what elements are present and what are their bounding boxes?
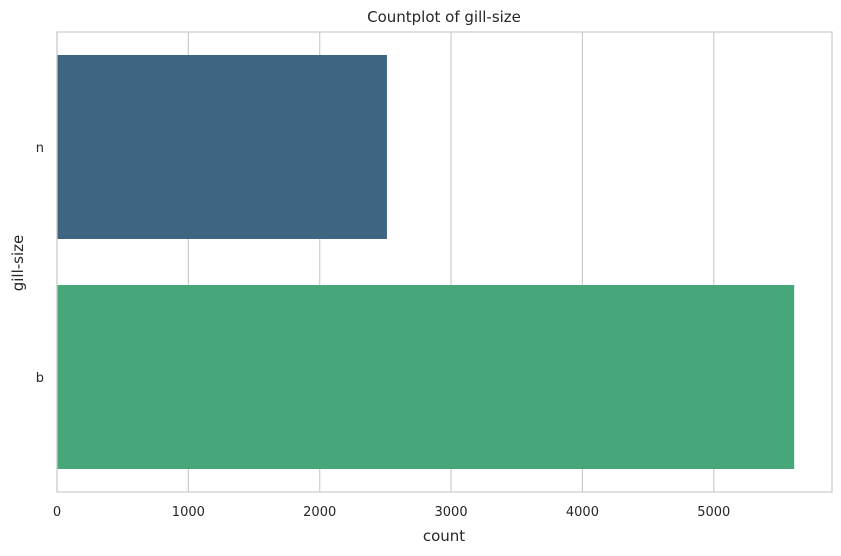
y-tick-labels: nb <box>36 141 44 386</box>
x-tick-label: 2000 <box>303 505 336 520</box>
y-tick-label: b <box>36 371 44 386</box>
x-tick-labels: 0 1000 2000 3000 4000 5000 <box>53 505 730 520</box>
y-tick-label: n <box>36 141 44 156</box>
x-tick-label: 0 <box>53 505 61 520</box>
chart-title: Countplot of gill-size <box>367 8 521 26</box>
bar-n <box>57 55 387 239</box>
bars <box>57 55 795 469</box>
x-tick-label: 5000 <box>697 505 730 520</box>
x-tick-label: 1000 <box>172 505 205 520</box>
bar-b <box>57 285 795 469</box>
x-axis-label: count <box>423 527 465 545</box>
plot-frame <box>56 31 833 493</box>
x-tick-label: 4000 <box>566 505 599 520</box>
y-axis-label: gill-size <box>9 235 27 292</box>
x-tick-label: 3000 <box>435 505 468 520</box>
